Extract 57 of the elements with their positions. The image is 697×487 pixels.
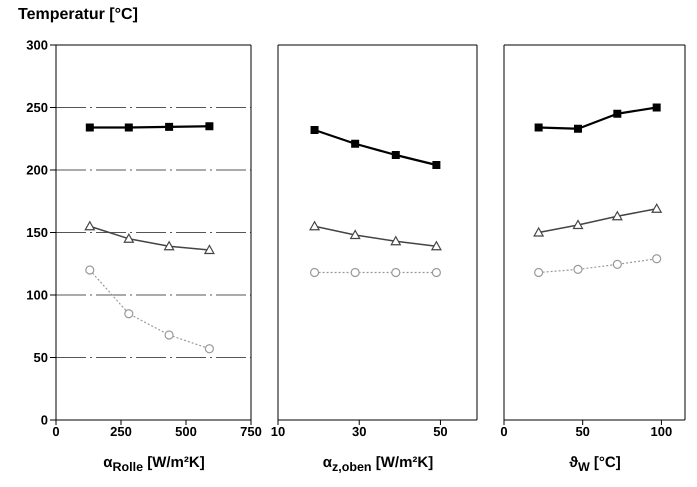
point xyxy=(86,124,94,132)
y-tick-label: 150 xyxy=(26,225,48,240)
point xyxy=(205,122,214,130)
point xyxy=(84,221,95,230)
x-tick-label: 500 xyxy=(175,424,197,440)
y-tick-label: 300 xyxy=(26,38,48,53)
point xyxy=(392,151,400,159)
point xyxy=(350,230,360,240)
point xyxy=(309,221,320,230)
x-tick-label: 50 xyxy=(575,424,590,440)
x-tick-label: 750 xyxy=(240,424,262,440)
y-tick-label: 100 xyxy=(26,288,48,303)
y-tick-label: 200 xyxy=(26,162,48,178)
point xyxy=(391,268,400,278)
y-tick-label: 250 xyxy=(26,100,48,116)
x-tick-label: 10 xyxy=(270,424,286,440)
point xyxy=(534,227,544,237)
point xyxy=(431,241,442,250)
x-tick-label: 50 xyxy=(433,424,448,440)
y-tick-label: 0 xyxy=(40,412,48,428)
point xyxy=(124,234,134,243)
x-tick-label: 100 xyxy=(650,424,672,440)
point xyxy=(310,126,319,134)
point xyxy=(164,241,174,250)
point xyxy=(432,161,440,169)
x-tick-label: 250 xyxy=(110,424,132,440)
point xyxy=(534,124,543,132)
point xyxy=(612,260,622,269)
point xyxy=(652,204,662,213)
point xyxy=(572,220,584,230)
x-axis-title: α$_{z,oben}$ [W/m²K] xyxy=(322,454,434,474)
point xyxy=(310,268,320,278)
point xyxy=(124,309,134,318)
point xyxy=(350,268,360,278)
point xyxy=(612,211,622,220)
point xyxy=(432,268,441,278)
point xyxy=(124,124,133,132)
point xyxy=(652,254,662,264)
point xyxy=(351,140,360,148)
chart-title: Temperatur [°C] xyxy=(18,6,138,24)
point xyxy=(390,236,401,246)
point xyxy=(164,330,174,340)
point xyxy=(534,268,544,278)
x-tick-label: 0 xyxy=(500,424,508,440)
point xyxy=(204,244,214,254)
x-axis-title: ϑ$_{W}$ [°C] xyxy=(568,454,622,474)
point xyxy=(652,104,661,112)
point xyxy=(204,344,214,354)
x-tick-label: 30 xyxy=(352,424,366,440)
point xyxy=(165,122,174,131)
point xyxy=(573,264,583,274)
y-tick-label: 50 xyxy=(34,350,48,366)
x-tick-label: 0 xyxy=(52,424,60,440)
x-axis-title: α$_{Rolle}$ [W/m²K] xyxy=(102,454,206,474)
point xyxy=(85,265,94,275)
point xyxy=(613,110,622,118)
point xyxy=(574,124,582,133)
